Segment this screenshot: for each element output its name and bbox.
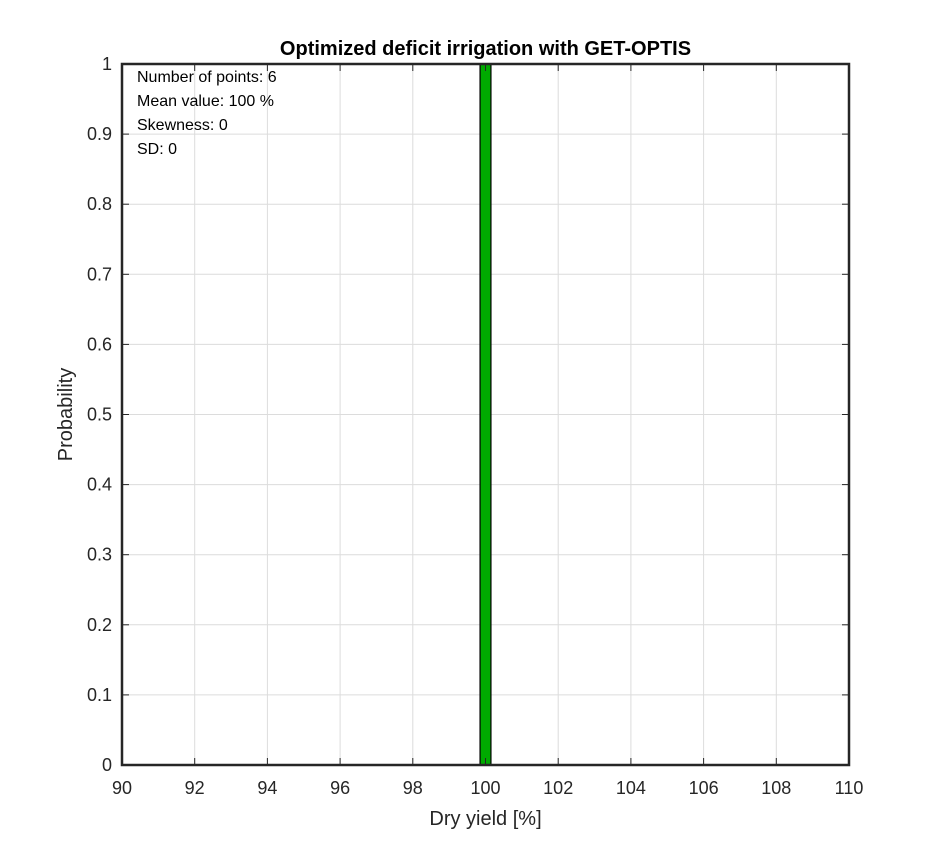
y-tick-label: 0.6 bbox=[87, 334, 112, 354]
x-tick-label: 106 bbox=[689, 778, 719, 798]
x-tick-label: 104 bbox=[616, 778, 646, 798]
y-axis-label: Probability bbox=[55, 368, 77, 461]
y-tick-label: 0.9 bbox=[87, 124, 112, 144]
y-tick-labels: 0 0.1 0.2 0.3 0.4 0.5 0.6 0.7 0.8 0.9 1 bbox=[87, 54, 112, 775]
y-tick-label: 0.8 bbox=[87, 194, 112, 214]
x-tick-label: 110 bbox=[835, 778, 864, 798]
x-tick-label: 100 bbox=[470, 778, 500, 798]
y-tick-label: 0.4 bbox=[87, 475, 112, 495]
axes-frame bbox=[120, 62, 851, 767]
chart-title: Optimized deficit irrigation with GET-OP… bbox=[280, 38, 691, 60]
x-tick-label: 90 bbox=[112, 778, 132, 798]
y-tick-label: 1 bbox=[102, 54, 112, 74]
y-tick-label: 0.3 bbox=[87, 545, 112, 565]
stats-annotation: Number of points: 6 Mean value: 100 % Sk… bbox=[137, 69, 277, 158]
y-tick-label: 0 bbox=[102, 755, 112, 775]
annotation-sd: SD: 0 bbox=[137, 141, 177, 158]
histogram-bar bbox=[479, 63, 492, 766]
x-tick-label: 96 bbox=[330, 778, 350, 798]
x-tick-label: 102 bbox=[543, 778, 573, 798]
x-tick-label: 98 bbox=[403, 778, 423, 798]
y-tick-label: 0.2 bbox=[87, 615, 112, 635]
annotation-number-of-points: Number of points: 6 bbox=[137, 69, 277, 86]
y-tick-label: 0.1 bbox=[87, 685, 112, 705]
x-tick-label: 94 bbox=[257, 778, 277, 798]
annotation-skewness: Skewness: 0 bbox=[137, 117, 228, 134]
x-axis-label: Dry yield [%] bbox=[429, 808, 541, 830]
bars bbox=[479, 63, 492, 766]
annotation-mean-value: Mean value: 100 % bbox=[137, 93, 274, 110]
y-tick-label: 0.5 bbox=[87, 405, 112, 425]
x-tick-label: 92 bbox=[185, 778, 205, 798]
y-tick-label: 0.7 bbox=[87, 264, 112, 284]
x-tick-labels: 90 92 94 96 98 100 102 104 106 108 110 bbox=[112, 778, 863, 798]
x-tick-label: 108 bbox=[761, 778, 791, 798]
